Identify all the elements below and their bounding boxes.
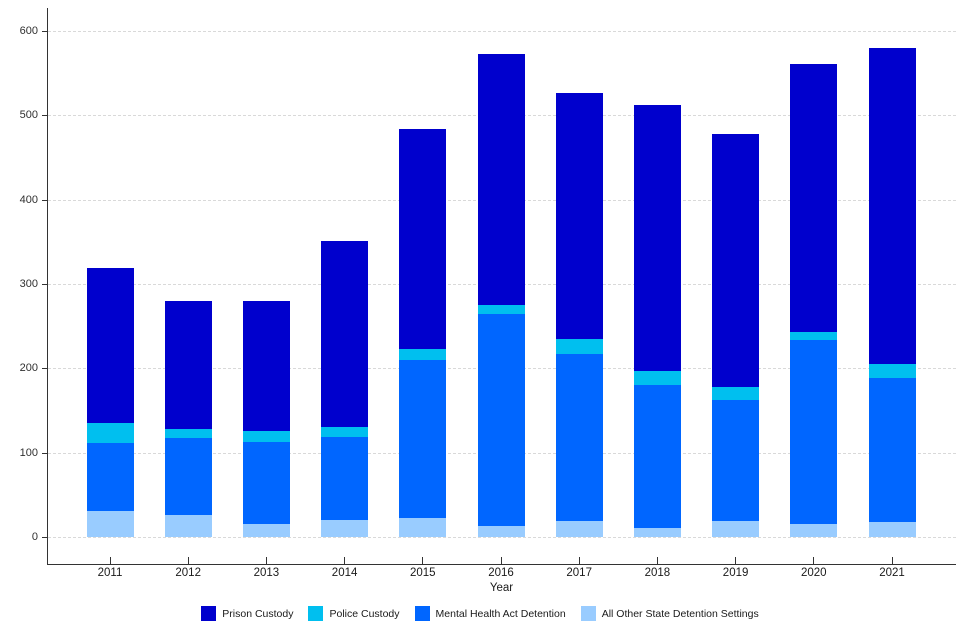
y-tick-label: 200 <box>19 362 38 375</box>
y-axis-tick <box>41 368 47 370</box>
bar-segment-mental-health-act-detention <box>868 378 916 523</box>
bar-segment-mental-health-act-detention <box>633 384 681 529</box>
y-tick-label: 0 <box>31 531 38 543</box>
bar-segment-police-custody <box>242 431 290 443</box>
x-axis-title: Year <box>489 582 514 594</box>
bar-segment-prison-custody <box>477 54 525 305</box>
bar-segment-prison-custody <box>399 129 447 350</box>
y-tick-label: 600 <box>19 25 38 37</box>
bar-segment-police-custody <box>477 304 525 314</box>
chart-legend: Prison Custody Police Custody Mental Healt… <box>0 606 960 621</box>
bar-segment-police-custody <box>790 331 838 341</box>
x-tick-label: 2021 <box>879 566 905 579</box>
legend-swatch-icon <box>580 606 596 621</box>
bar-segment-prison-custody <box>86 267 134 423</box>
bar-segment-mental-health-act-detention <box>555 354 603 521</box>
bar-segment-police-custody <box>164 428 212 438</box>
x-axis-tick <box>109 556 111 564</box>
bar-segment-prison-custody <box>555 93 603 340</box>
bar-segment-police-custody <box>86 422 134 444</box>
x-tick-label: 2015 <box>410 566 436 579</box>
x-tick-label: 2016 <box>488 566 514 579</box>
y-gridline <box>48 31 956 32</box>
x-axis-line <box>47 563 956 565</box>
x-tick-label: 2017 <box>566 566 592 579</box>
bar-segment-all-other-state-detention-settings <box>242 524 290 538</box>
x-tick-label: 2019 <box>722 566 749 579</box>
bar-segment-all-other-state-detention-settings <box>868 522 916 538</box>
y-axis-line <box>47 8 48 565</box>
bar-segment-mental-health-act-detention <box>477 314 525 526</box>
x-axis-tick <box>656 556 658 564</box>
bar-segment-all-other-state-detention-settings <box>633 528 681 538</box>
x-axis-tick <box>344 556 346 564</box>
bar-segment-police-custody <box>399 349 447 360</box>
x-tick-label: 2018 <box>644 566 671 579</box>
x-tick-label: 2014 <box>331 566 358 579</box>
x-axis-tick <box>500 556 502 564</box>
bar-segment-prison-custody <box>321 241 369 428</box>
legend-label: Prison Custody <box>222 607 294 620</box>
legend-item-all-other-state-detention-settings: All Other State Detention Settings <box>580 606 759 621</box>
y-axis-tick <box>41 31 47 32</box>
y-tick-label: 400 <box>19 193 38 206</box>
bar-segment-all-other-state-detention-settings <box>790 524 838 538</box>
x-axis-tick <box>265 556 267 564</box>
bar-segment-prison-custody <box>868 48 916 364</box>
x-tick-label: 2011 <box>97 566 123 579</box>
y-axis-tick <box>41 115 47 117</box>
bar-segment-prison-custody <box>164 301 212 429</box>
bar-segment-all-other-state-detention-settings <box>399 518 447 538</box>
x-tick-label: 2012 <box>175 566 201 579</box>
bar-segment-mental-health-act-detention <box>321 437 369 520</box>
bar-segment-prison-custody <box>242 301 290 432</box>
bar-segment-police-custody <box>712 386 760 401</box>
bar-segment-all-other-state-detention-settings <box>555 520 603 538</box>
y-gridline <box>48 537 956 538</box>
x-tick-label: 2020 <box>801 566 827 579</box>
y-tick-label: 500 <box>19 109 38 122</box>
x-axis-tick <box>578 556 580 564</box>
bar-segment-police-custody <box>868 363 916 379</box>
bar-segment-mental-health-act-detention <box>790 340 838 524</box>
x-tick-label: 2013 <box>253 566 280 579</box>
bar-segment-prison-custody <box>712 134 760 387</box>
x-axis-tick <box>813 556 815 564</box>
legend-label: All Other State Detention Settings <box>601 607 759 620</box>
bar-segment-all-other-state-detention-settings <box>477 525 525 538</box>
y-axis-tick <box>41 452 47 454</box>
bar-segment-all-other-state-detention-settings <box>164 514 212 538</box>
x-axis-tick <box>891 556 893 564</box>
y-tick-label: 100 <box>19 446 38 459</box>
x-axis-tick <box>187 556 189 564</box>
bar-segment-mental-health-act-detention <box>399 359 447 519</box>
bar-segment-mental-health-act-detention <box>712 400 760 521</box>
x-axis-tick <box>422 556 424 564</box>
x-axis-tick <box>735 556 737 564</box>
legend-swatch-icon <box>414 606 430 621</box>
bar-segment-police-custody <box>555 339 603 355</box>
bar-segment-all-other-state-detention-settings <box>321 519 369 538</box>
bar-segment-mental-health-act-detention <box>242 442 290 524</box>
legend-item-police-custody: Police Custody <box>308 606 400 621</box>
legend-label: Mental Health Act Detention <box>435 607 566 620</box>
bar-segment-mental-health-act-detention <box>86 443 134 512</box>
legend-item-mental-health-act-detention: Mental Health Act Detention <box>414 606 566 621</box>
bar-segment-prison-custody <box>633 104 681 371</box>
legend-swatch-icon <box>201 606 217 621</box>
bar-segment-all-other-state-detention-settings <box>86 511 134 538</box>
legend-swatch-icon <box>308 606 324 621</box>
bar-segment-prison-custody <box>790 63 838 332</box>
y-tick-label: 300 <box>19 278 38 290</box>
y-axis-tick <box>41 284 47 285</box>
legend-item-prison-custody: Prison Custody <box>201 606 293 621</box>
bar-segment-all-other-state-detention-settings <box>712 520 760 538</box>
bar-segment-police-custody <box>633 370 681 385</box>
legend-label: Police Custody <box>329 607 400 620</box>
bar-segment-police-custody <box>321 427 369 438</box>
bar-segment-mental-health-act-detention <box>164 437 212 515</box>
y-axis-tick <box>41 199 47 201</box>
y-axis-tick <box>41 537 47 538</box>
